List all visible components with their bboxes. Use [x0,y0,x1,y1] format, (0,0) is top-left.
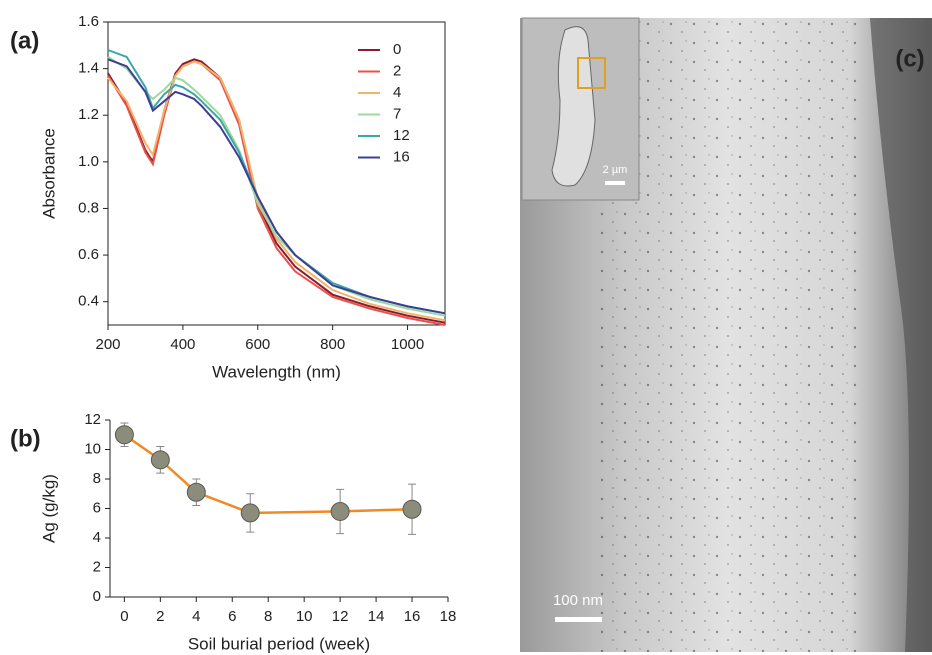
x-tick-label: 2 [156,608,164,625]
data-point [151,451,169,469]
x-axis-label: Wavelength (nm) [212,362,341,381]
scale-label: 100 nm [553,592,603,609]
x-tick-label: 12 [332,608,349,625]
x-tick-label: 400 [170,336,195,353]
y-tick-label: 1.2 [78,106,99,123]
y-tick-label: 0 [93,588,101,605]
x-tick-label: 0 [120,608,128,625]
page: 2 µm 100 nm (c) (a) 0.4 0.6 0.8 1.0 1.2 1.4 1.6… [0,0,932,655]
y-tick-label: 0.4 [78,293,99,310]
x-tick-label: 10 [296,608,313,625]
x-tick-label: 18 [440,608,457,625]
trend-line [124,435,412,513]
y-tick-label: 8 [93,470,101,487]
legend-label: 16 [393,148,410,165]
y-axis-label: Absorbance [39,128,58,219]
inset-scale-label: 2 µm [603,164,628,176]
x-tick-label: 200 [95,336,120,353]
data-point [331,502,349,520]
data-point [403,500,421,518]
panel-label: (a) [10,27,39,54]
y-tick-label: 0.8 [78,199,99,216]
x-axis-label: Soil burial period (week) [188,634,370,653]
y-tick-label: 1.4 [78,60,99,77]
y-tick-label: 10 [84,440,101,457]
legend-label: 4 [393,84,401,101]
figure: 2 µm 100 nm (c) (a) 0.4 0.6 0.8 1.0 1.2 1.4 1.6… [0,0,932,655]
x-tick-label: 1000 [391,336,424,353]
legend-label: 12 [393,127,410,144]
micrograph: 2 µm 100 nm (c) [520,18,932,652]
y-tick-label: 1.6 [78,13,99,30]
x-tick-label: 800 [320,336,345,353]
x-tick-label: 8 [264,608,272,625]
panel-label: (c) [895,45,924,72]
data-point [187,483,205,501]
y-tick-label: 4 [93,529,101,546]
inset-scale-bar [605,181,625,185]
x-tick-label: 16 [404,608,421,625]
data-point [241,504,259,522]
x-tick-label: 6 [228,608,236,625]
x-tick-label: 600 [245,336,270,353]
y-tick-label: 6 [93,499,101,516]
y-tick-label: 2 [93,558,101,575]
y-axis-label: Ag (g/kg) [39,474,58,543]
panel-label: (b) [10,425,41,452]
legend-label: 7 [393,105,401,122]
scale-bar [555,617,602,622]
y-tick-label: 0.6 [78,246,99,263]
legend-label: 2 [393,62,401,79]
y-tick-label: 1.0 [78,153,99,170]
legend-label: 0 [393,41,401,58]
x-tick-label: 14 [368,608,385,625]
y-tick-label: 12 [84,411,101,428]
data-point [115,426,133,444]
x-tick-label: 4 [192,608,200,625]
